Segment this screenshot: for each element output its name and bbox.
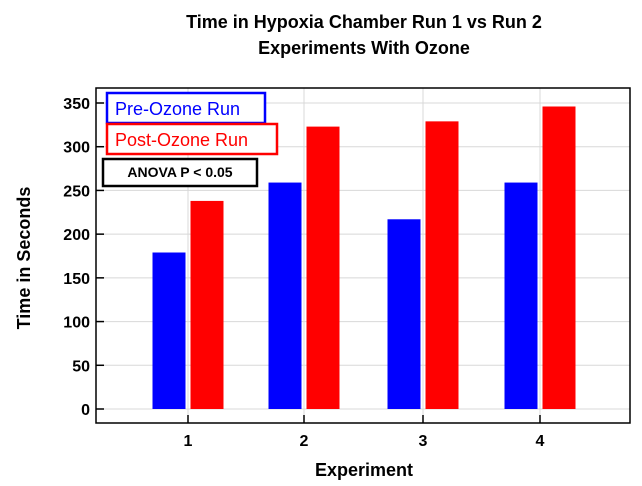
x-tick-label: 2 bbox=[300, 433, 309, 450]
annotation: ANOVA P < 0.05 bbox=[101, 157, 259, 188]
bar-pre-ozone-4 bbox=[504, 182, 538, 409]
y-tick-label: 150 bbox=[63, 271, 90, 288]
y-tick-label: 50 bbox=[72, 358, 90, 375]
x-tick-label: 4 bbox=[536, 433, 545, 450]
x-axis: 1 2 3 4 bbox=[184, 415, 545, 450]
x-axis-label: Experiment bbox=[315, 460, 413, 480]
chart-title: Time in Hypoxia Chamber Run 1 vs Run 2 bbox=[186, 12, 542, 32]
legend-label-post-ozone: Post-Ozone Run bbox=[115, 130, 248, 150]
bar-post-ozone-1 bbox=[190, 200, 224, 409]
legend: Pre-Ozone Run Post-Ozone Run bbox=[105, 91, 279, 156]
y-tick-label: 350 bbox=[63, 96, 90, 113]
plot-frame bbox=[95, 87, 631, 424]
bar-post-ozone-3 bbox=[425, 121, 459, 410]
annotation-text: ANOVA P < 0.05 bbox=[127, 164, 232, 180]
y-tick-label: 0 bbox=[81, 402, 90, 419]
legend-label-pre-ozone: Pre-Ozone Run bbox=[115, 99, 240, 119]
x-tick-label: 3 bbox=[419, 433, 428, 450]
y-tick-label: 100 bbox=[63, 315, 90, 332]
bar-pre-ozone-2 bbox=[268, 182, 302, 409]
bar-post-ozone-2 bbox=[306, 126, 340, 409]
y-tick-label: 250 bbox=[63, 183, 90, 200]
legend-box-post-ozone bbox=[105, 122, 279, 156]
annotation-box bbox=[101, 157, 259, 188]
bar-post-ozone-4 bbox=[542, 106, 576, 410]
bar-pre-ozone-1 bbox=[152, 252, 186, 409]
y-axis: 0 50 100 150 200 250 300 350 bbox=[63, 96, 104, 419]
x-tick-label: 1 bbox=[184, 433, 193, 450]
y-tick-label: 200 bbox=[63, 227, 90, 244]
bars bbox=[152, 106, 576, 410]
chart-subtitle: Experiments With Ozone bbox=[258, 38, 470, 58]
y-axis-label: Time in Seconds bbox=[14, 187, 34, 330]
y-tick-label: 300 bbox=[63, 140, 90, 157]
bar-pre-ozone-3 bbox=[387, 219, 421, 409]
